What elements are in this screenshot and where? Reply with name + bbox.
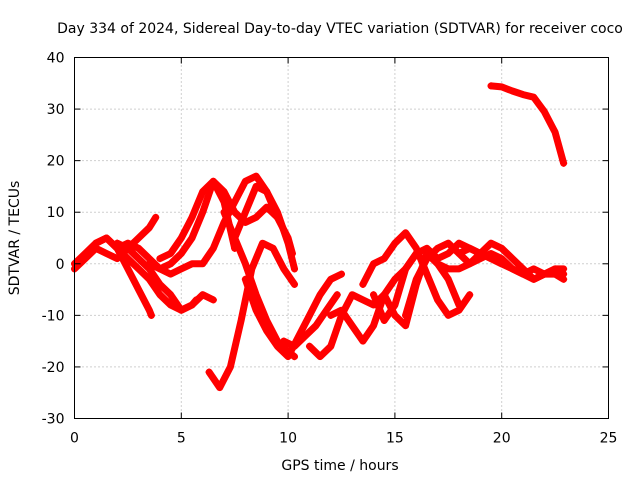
series-sat-h xyxy=(205,239,299,392)
series-line xyxy=(220,208,298,361)
data-point-marker xyxy=(402,311,410,319)
data-point-marker xyxy=(209,296,217,304)
data-point-marker xyxy=(92,239,100,247)
data-point-marker xyxy=(291,265,299,273)
data-point-marker xyxy=(220,208,228,216)
series-line xyxy=(231,182,298,273)
series-sat-t xyxy=(487,82,568,167)
y-tick-label: 30 xyxy=(47,102,65,118)
series-line xyxy=(487,82,568,167)
y-tick-label: 20 xyxy=(47,154,65,170)
data-point-marker xyxy=(370,291,378,299)
series-sat-s xyxy=(455,244,568,283)
data-point-marker xyxy=(466,291,474,299)
y-tick-label: -30 xyxy=(42,412,65,428)
plot-frame xyxy=(74,57,609,419)
x-tick-label: 5 xyxy=(177,431,186,447)
data-point-marker xyxy=(147,311,155,319)
series-line xyxy=(455,244,568,283)
data-point-marker xyxy=(113,244,121,252)
series-line xyxy=(113,239,200,314)
x-tick-label: 0 xyxy=(70,431,79,447)
data-point-marker xyxy=(145,260,153,268)
series-line xyxy=(71,213,160,273)
data-point-marker xyxy=(487,82,495,90)
data-point-marker xyxy=(192,296,200,304)
data-point-marker xyxy=(560,159,568,167)
data-point-marker xyxy=(333,291,341,299)
data-point-marker xyxy=(280,337,288,345)
data-point-marker xyxy=(359,280,367,288)
series-line xyxy=(145,172,281,278)
axes: 0 5 10 15 20 25 -30 -20 -10 0 10 20 30 40 xyxy=(42,51,618,447)
data-point-marker xyxy=(560,265,568,273)
data-point-marker xyxy=(305,342,313,350)
data-point-marker xyxy=(434,260,442,268)
y-tick-label: 10 xyxy=(47,205,65,221)
series-layer xyxy=(71,82,568,392)
series-sat-d xyxy=(113,239,200,314)
y-tick-label: -20 xyxy=(42,360,65,376)
series-sat-l xyxy=(280,291,341,350)
data-point-marker xyxy=(231,234,239,242)
data-point-marker xyxy=(156,255,164,263)
series-sat-j xyxy=(231,182,299,273)
series-line xyxy=(205,239,298,392)
y-tick-label: 40 xyxy=(47,51,65,67)
series-line xyxy=(306,250,420,361)
x-axis-label: GPS time / hours xyxy=(281,458,398,474)
data-point-marker xyxy=(291,353,299,361)
data-point-marker xyxy=(241,275,249,283)
series-line xyxy=(359,229,474,319)
x-tick-label: 15 xyxy=(386,431,404,447)
series-line xyxy=(280,291,341,350)
data-point-marker xyxy=(327,311,335,319)
series-sat-i xyxy=(220,208,299,361)
x-tick-label: 10 xyxy=(279,431,297,447)
data-point-marker xyxy=(560,275,568,283)
x-tick-label: 20 xyxy=(493,431,511,447)
data-point-marker xyxy=(338,270,345,278)
data-point-marker xyxy=(291,280,299,288)
data-point-marker xyxy=(205,368,213,376)
x-tick-label: 25 xyxy=(600,431,618,447)
series-sat-o xyxy=(359,229,474,319)
grid xyxy=(74,57,609,419)
y-tick-label: -10 xyxy=(42,308,65,324)
y-axis-label: SDTVAR / TECUs xyxy=(7,181,23,296)
data-point-marker xyxy=(152,213,160,221)
y-tick-label: 0 xyxy=(56,257,65,273)
data-point-marker xyxy=(455,249,463,257)
chart-title: Day 334 of 2024, Sidereal Day-to-day VTE… xyxy=(57,21,623,37)
